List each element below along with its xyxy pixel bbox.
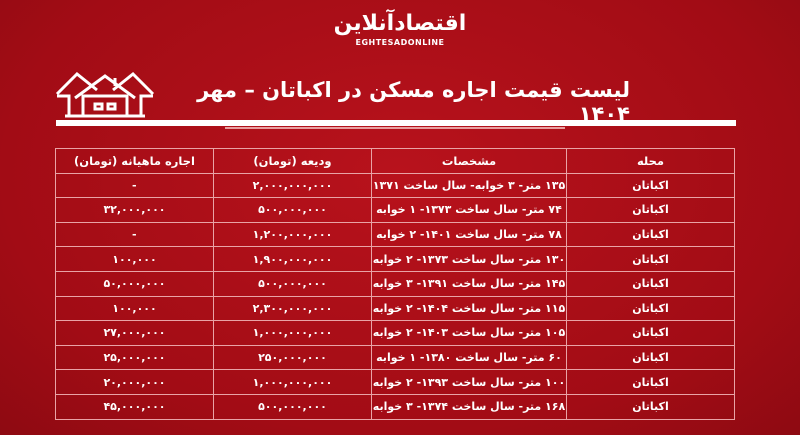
cell-specs: ۷۴ متر- سال ساخت ۱۳۷۳- ۱ خوابه <box>371 197 567 223</box>
cell-monthly-rent: ۲۵,۰۰۰,۰۰۰ <box>55 344 214 371</box>
cell-monthly-rent: ۲۷,۰۰۰,۰۰۰ <box>55 320 214 346</box>
cell-neighborhood: اکباتان <box>566 344 735 371</box>
cell-deposit: ۱,۰۰۰,۰۰۰,۰۰۰ <box>213 320 372 346</box>
cell-specs: ۱۳۵ متر- ۳ خوابه- سال ساخت ۱۳۷۱ <box>371 172 567 199</box>
cell-monthly-rent: ۴۵,۰۰۰,۰۰۰ <box>55 393 214 420</box>
cell-neighborhood: اکباتان <box>566 172 735 199</box>
page-title: لیست قیمت اجاره مسکن در اکباتان – مهر ۱۴… <box>197 78 630 126</box>
header-monthly-rent: اجاره ماهیانه (تومان) <box>55 148 214 174</box>
table-row: اکباتان ۱۰۵ متر- سال ساخت ۱۴۰۳- ۲ خوابه ۱,… <box>55 320 735 346</box>
cell-specs: ۱۶۸ متر- سال ساخت ۱۳۷۴- ۳ خوابه <box>371 393 567 420</box>
table-header-row: محله مشخصات ودیعه (تومان) اجاره ماهیانه … <box>55 148 735 174</box>
cell-deposit: ۵۰۰,۰۰۰,۰۰۰ <box>213 393 372 420</box>
cell-deposit: ۱,۰۰۰,۰۰۰,۰۰۰ <box>213 369 372 395</box>
cell-specs: ۶۰ متر- سال ساخت ۱۳۸۰- ۱ خوابه <box>371 344 567 371</box>
table-row: اکباتان ۷۸ متر- سال ساخت ۱۴۰۱- ۲ خوابه ۱,۲… <box>55 221 735 248</box>
cell-specs: ۱۰۵ متر- سال ساخت ۱۴۰۳- ۲ خوابه <box>371 320 567 346</box>
logo-fa: اقتصادآنلاین <box>333 11 468 36</box>
logo: اقتصادآنلاین EGHTESADONLINE <box>320 10 480 60</box>
cell-deposit: ۱,۲۰۰,۰۰۰,۰۰۰ <box>213 221 372 248</box>
table-row: اکباتان ۷۴ متر- سال ساخت ۱۳۷۳- ۱ خوابه ۵۰۰… <box>55 197 735 223</box>
cell-specs: ۱۱۵ متر- سال ساخت ۱۴۰۴- ۲ خوابه <box>371 295 567 322</box>
cell-neighborhood: اکباتان <box>566 221 735 248</box>
cell-neighborhood: اکباتان <box>566 270 735 297</box>
cell-neighborhood: اکباتان <box>566 197 735 223</box>
cell-neighborhood: اکباتان <box>566 369 735 395</box>
header-neighborhood: محله <box>566 148 735 174</box>
cell-specs: ۱۰۰ متر- سال ساخت ۱۳۹۳- ۲ خوابه <box>371 369 567 395</box>
cell-neighborhood: اکباتان <box>566 393 735 420</box>
cell-monthly-rent: ۲۰,۰۰۰,۰۰۰ <box>55 369 214 395</box>
cell-deposit: ۲۵۰,۰۰۰,۰۰۰ <box>213 344 372 371</box>
table-row: اکباتان ۱۶۸ متر- سال ساخت ۱۳۷۴- ۳ خوابه ۵۰… <box>55 393 735 420</box>
cell-deposit: ۵۰۰,۰۰۰,۰۰۰ <box>213 197 372 223</box>
table-row: اکباتان ۱۳۰ متر- سال ساخت ۱۳۷۳- ۲ خوابه ۱,… <box>55 246 735 272</box>
table-row: اکباتان ۱۴۵ متر- سال ساخت ۱۳۹۱- ۳ خوابه ۵۰… <box>55 270 735 297</box>
table-row: اکباتان ۶۰ متر- سال ساخت ۱۳۸۰- ۱ خوابه ۲۵۰… <box>55 344 735 371</box>
cell-monthly-rent: ۱۰۰,۰۰۰ <box>55 246 214 272</box>
houses-icon <box>55 71 155 118</box>
cell-monthly-rent: - <box>55 221 214 248</box>
cell-monthly-rent: ۱۰۰,۰۰۰ <box>55 295 214 322</box>
cell-deposit: ۱,۹۰۰,۰۰۰,۰۰۰ <box>213 246 372 272</box>
cell-deposit: ۲,۳۰۰,۰۰۰,۰۰۰ <box>213 295 372 322</box>
cell-neighborhood: اکباتان <box>566 295 735 322</box>
header-deposit: ودیعه (تومان) <box>213 148 372 174</box>
table-row: اکباتان ۱۳۵ متر- ۳ خوابه- سال ساخت ۱۳۷۱ ۲,… <box>55 172 735 199</box>
cell-monthly-rent: ۳۲,۰۰۰,۰۰۰ <box>55 197 214 223</box>
cell-monthly-rent: - <box>55 172 214 199</box>
divider-accent <box>225 127 565 129</box>
header-specs: مشخصات <box>371 148 567 174</box>
table-row: اکباتان ۱۰۰ متر- سال ساخت ۱۳۹۳- ۲ خوابه ۱,… <box>55 369 735 395</box>
cell-deposit: ۲,۰۰۰,۰۰۰,۰۰۰ <box>213 172 372 199</box>
cell-specs: ۷۸ متر- سال ساخت ۱۴۰۱- ۲ خوابه <box>371 221 567 248</box>
cell-deposit: ۵۰۰,۰۰۰,۰۰۰ <box>213 270 372 297</box>
cell-monthly-rent: ۵۰,۰۰۰,۰۰۰ <box>55 270 214 297</box>
divider <box>56 120 736 126</box>
cell-neighborhood: اکباتان <box>566 246 735 272</box>
cell-specs: ۱۳۰ متر- سال ساخت ۱۳۷۳- ۲ خوابه <box>371 246 567 272</box>
cell-specs: ۱۴۵ متر- سال ساخت ۱۳۹۱- ۳ خوابه <box>371 270 567 297</box>
rent-price-table: محله مشخصات ودیعه (تومان) اجاره ماهیانه … <box>55 148 735 420</box>
cell-neighborhood: اکباتان <box>566 320 735 346</box>
table-row: اکباتان ۱۱۵ متر- سال ساخت ۱۴۰۴- ۲ خوابه ۲,… <box>55 295 735 322</box>
logo-en: EGHTESADONLINE <box>355 38 445 47</box>
